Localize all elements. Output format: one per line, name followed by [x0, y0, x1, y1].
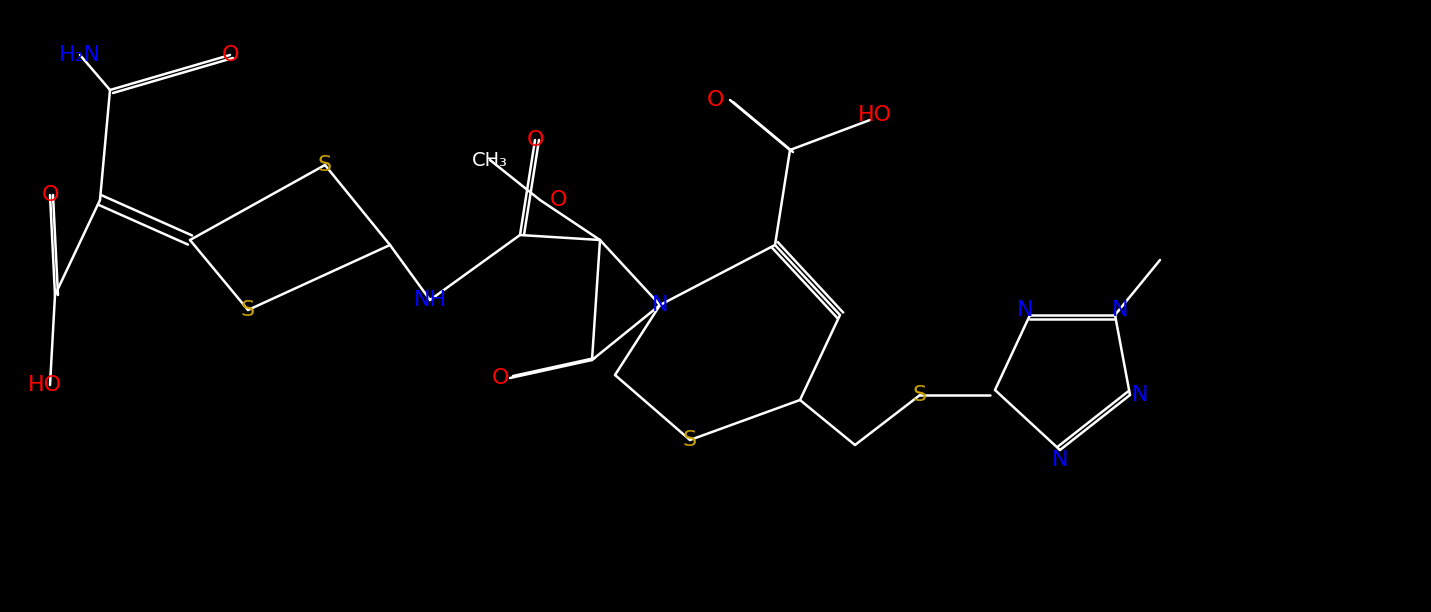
- Text: S: S: [913, 385, 927, 405]
- Text: S: S: [318, 155, 332, 175]
- Text: O: O: [527, 130, 544, 150]
- Text: O: O: [707, 90, 724, 110]
- Text: HO: HO: [29, 375, 62, 395]
- Text: O: O: [222, 45, 239, 65]
- Text: H₂N: H₂N: [59, 45, 102, 65]
- Text: N: N: [1132, 385, 1148, 405]
- Text: N: N: [1052, 450, 1069, 470]
- Text: O: O: [491, 368, 509, 388]
- Text: N: N: [1017, 300, 1033, 320]
- Text: N: N: [651, 295, 668, 315]
- Text: O: O: [550, 190, 568, 210]
- Text: N: N: [1112, 300, 1128, 320]
- Text: O: O: [41, 185, 59, 205]
- Text: NH: NH: [414, 290, 446, 310]
- Text: S: S: [240, 300, 255, 320]
- Text: CH₃: CH₃: [472, 151, 508, 170]
- Text: S: S: [683, 430, 697, 450]
- Text: HO: HO: [859, 105, 892, 125]
